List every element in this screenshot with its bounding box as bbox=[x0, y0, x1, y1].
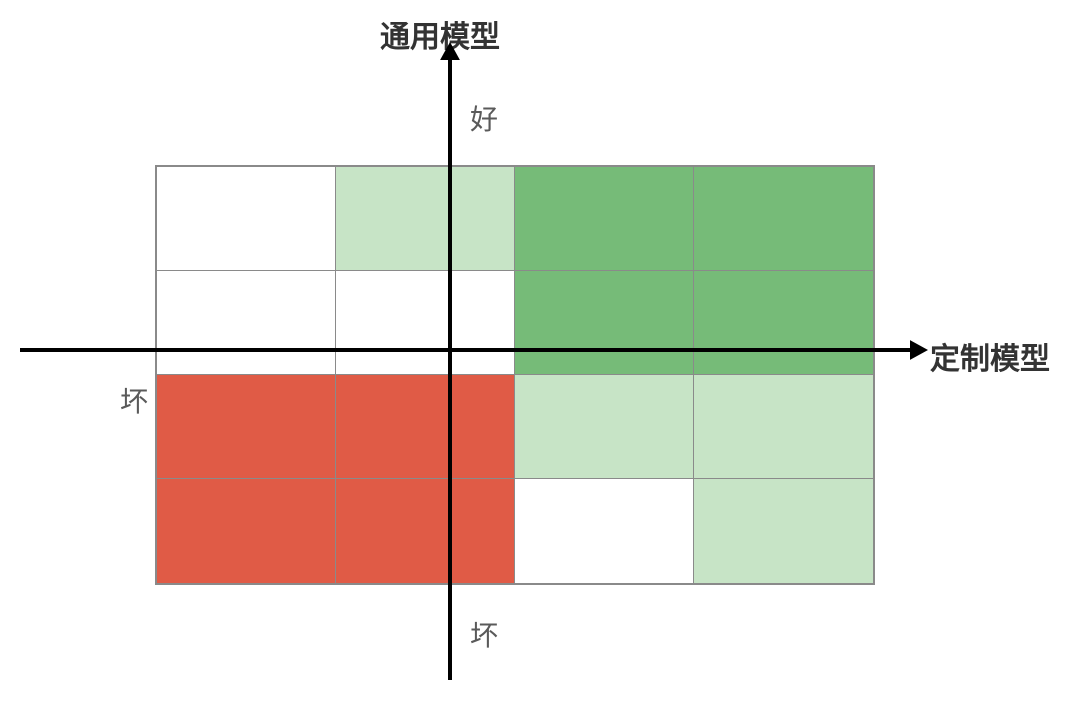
grid-cell bbox=[157, 167, 336, 271]
grid-cell bbox=[157, 479, 336, 583]
x-neg-label: 坏 bbox=[120, 380, 148, 420]
grid-cell bbox=[336, 375, 515, 479]
grid-cell bbox=[515, 479, 694, 583]
grid-cell bbox=[515, 375, 694, 479]
grid-cell bbox=[336, 167, 515, 271]
quadrant-grid bbox=[155, 165, 875, 585]
grid-cell bbox=[336, 479, 515, 583]
x-axis-title: 定制模型 bbox=[930, 334, 1050, 378]
grid-cell bbox=[515, 271, 694, 375]
grid-cell bbox=[336, 271, 515, 375]
quadrant-diagram: 通用模型 定制模型 好 坏 好 坏 bbox=[0, 0, 1080, 713]
y-pos-label: 好 bbox=[470, 98, 498, 138]
grid-cell bbox=[694, 375, 873, 479]
grid-cell bbox=[694, 479, 873, 583]
grid-cell bbox=[694, 167, 873, 271]
grid-cell bbox=[694, 271, 873, 375]
grid-cell bbox=[157, 271, 336, 375]
grid-cell bbox=[515, 167, 694, 271]
y-neg-label: 坏 bbox=[470, 614, 498, 654]
y-axis-title: 通用模型 bbox=[380, 12, 500, 56]
grid-cell bbox=[157, 375, 336, 479]
